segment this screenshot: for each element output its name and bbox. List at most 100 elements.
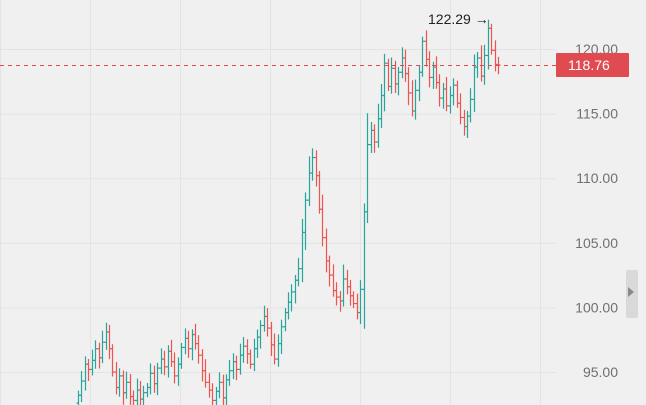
ohlc-bar	[255, 329, 260, 358]
ohlc-bar	[369, 121, 374, 154]
price-tick-label: 100.00	[575, 299, 618, 315]
ohlc-bar	[97, 342, 102, 369]
price-axis[interactable]: 95.00 100.00 105.00 110.00 115.00 120.00	[575, 41, 618, 380]
ohlc-bar	[458, 93, 463, 125]
ohlc-bar	[475, 51, 480, 78]
ohlc-bar	[324, 228, 329, 273]
ohlc-bar	[451, 78, 456, 106]
ohlc-bar	[389, 57, 394, 94]
ohlc-bar	[107, 324, 112, 360]
ohlc-bar	[210, 383, 215, 405]
ohlc-bar	[169, 339, 174, 367]
ohlc-bar	[310, 148, 315, 181]
ohlc-bar	[303, 192, 308, 250]
ohlc-bar	[320, 194, 325, 247]
ohlc-bar	[79, 371, 84, 403]
ohlc-bar	[162, 350, 167, 376]
ohlc-bar	[376, 103, 381, 148]
ohlc-bar	[190, 329, 195, 361]
ohlc-bar	[234, 355, 239, 381]
ohlc-bar	[145, 382, 150, 398]
price-tick-label: 110.00	[576, 170, 618, 186]
price-scale-scroll-handle[interactable]	[626, 270, 638, 318]
ohlc-bar	[427, 51, 432, 88]
ohlc-bar	[417, 65, 422, 102]
ohlc-bar	[441, 82, 446, 109]
ohlc-bar	[296, 257, 301, 287]
ohlc-bar	[241, 336, 246, 363]
current-price-badge-bg	[556, 53, 629, 78]
ohlc-bar	[355, 293, 360, 320]
ohlc-bar	[265, 308, 270, 337]
ohlc-bar	[413, 79, 418, 120]
ohlc-bar	[248, 349, 253, 369]
ohlc-bar	[379, 84, 384, 128]
ohlc-bar	[110, 344, 115, 377]
ohlc-bar	[193, 323, 198, 350]
ohlc-bar	[272, 333, 277, 365]
ohlc-bar	[131, 390, 136, 405]
ohlc-bar	[448, 86, 453, 114]
ohlc-bar	[100, 330, 105, 364]
ohlc-bar	[207, 373, 212, 398]
ohlc-bar	[258, 320, 263, 349]
ohlc-bar	[217, 372, 222, 399]
ohlc-bar	[124, 371, 129, 399]
ohlc-bar	[245, 339, 250, 364]
ohlc-bar	[117, 368, 122, 397]
ohlc-bars	[76, 19, 501, 405]
ohlc-bar	[286, 292, 291, 320]
ohlc-bar	[155, 362, 160, 396]
ohlc-bar	[186, 330, 191, 358]
ohlc-bar	[200, 349, 205, 382]
ohlc-bar	[468, 88, 473, 123]
ohlc-bar	[307, 156, 312, 207]
ohlc-bar	[148, 363, 153, 395]
ohlc-bar	[420, 36, 425, 77]
ohlc-bar	[90, 349, 95, 376]
ohlc-bar	[314, 150, 319, 187]
ohlc-bar	[141, 385, 146, 405]
ohlc-bar	[238, 343, 243, 375]
price-tick-label: 95.00	[583, 364, 618, 380]
price-tick-label: 105.00	[575, 235, 618, 251]
ohlc-bar	[93, 340, 98, 369]
ohlc-bar	[472, 54, 477, 112]
ohlc-bar	[400, 47, 405, 79]
ohlc-bar	[372, 124, 377, 153]
ohlc-bar	[214, 386, 219, 405]
ohlc-bar	[76, 390, 81, 405]
ohlc-bar	[351, 291, 356, 309]
ohlc-bar	[434, 56, 439, 89]
ohlc-bar	[345, 269, 350, 295]
ohlc-bar	[489, 23, 494, 55]
ohlc-bar	[159, 348, 164, 375]
ohlc-bar	[114, 362, 119, 395]
ohlc-bar	[172, 352, 177, 384]
ohlc-bar	[406, 67, 411, 106]
ohlc-bar	[293, 274, 298, 304]
ohlc-bar	[83, 356, 88, 391]
ohlc-bar	[358, 280, 363, 325]
ohlc-bar	[138, 380, 143, 405]
ohlc-bar	[152, 365, 157, 393]
grid-lines	[0, 0, 556, 405]
ohlc-bar	[341, 264, 346, 307]
ohlc-bar	[403, 49, 408, 82]
ohlc-bar	[128, 373, 133, 405]
chevron-right-icon	[628, 287, 634, 297]
ohlc-bar	[300, 218, 305, 283]
ohlc-bar	[348, 279, 353, 306]
ohlc-bar	[179, 342, 184, 369]
ohlc-bar	[262, 305, 267, 332]
ohlc-bar	[227, 359, 232, 386]
ohlc-bar	[196, 335, 201, 364]
ohlc-bar	[486, 19, 491, 70]
ohlc-bar	[444, 76, 449, 112]
current-price-badge: 118.76	[556, 53, 629, 78]
ohlc-bar	[317, 171, 322, 214]
ohlc-bar	[231, 353, 236, 380]
high-price-annotation: 122.29 →	[428, 11, 489, 27]
